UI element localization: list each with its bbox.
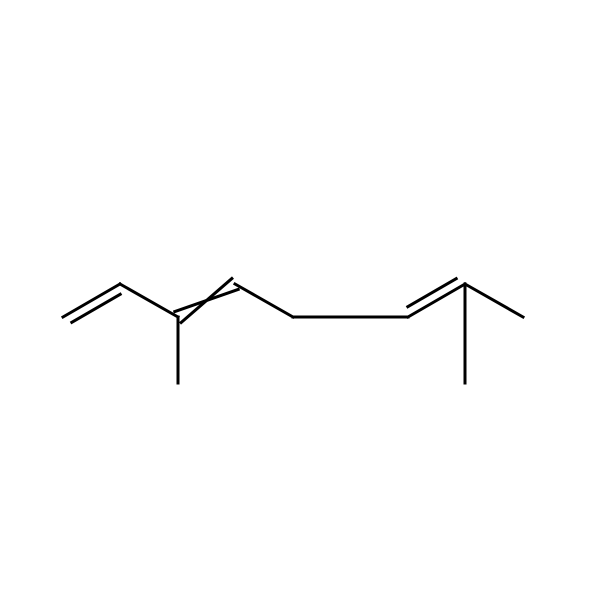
molecule-canvas: [0, 0, 600, 600]
bond-line: [465, 284, 523, 317]
bond-line: [175, 289, 238, 311]
bond-line: [120, 284, 178, 317]
bond-line: [235, 284, 293, 317]
